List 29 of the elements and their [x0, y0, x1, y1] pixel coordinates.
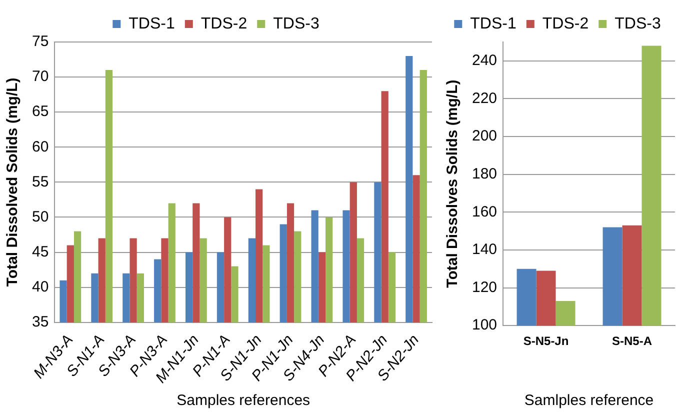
- legend-label: TDS-2: [200, 15, 248, 32]
- legend-label: TDS-2: [542, 15, 589, 32]
- y-tick-label: 160: [472, 203, 498, 220]
- y-tick-label: 140: [472, 241, 498, 258]
- y-tick-label: 120: [472, 278, 498, 296]
- y-tick-label: 100: [472, 316, 498, 334]
- y-tick-label: 35: [32, 314, 49, 331]
- x-axis-title: Samples references: [176, 392, 310, 410]
- y-tick-label: 50: [32, 208, 49, 226]
- y-tick-label: 55: [32, 173, 49, 190]
- y-tick-label: 240: [472, 52, 498, 70]
- y-tick-label: 180: [472, 165, 498, 182]
- y-tick-label: 45: [32, 243, 49, 260]
- y-tick-label: 60: [32, 138, 49, 156]
- y-tick-label: 75: [32, 33, 49, 50]
- y-axis-title: Total Dissolved Solids (mg/L): [4, 78, 22, 287]
- legend-label: TDS-3: [273, 15, 320, 32]
- legend-label: TDS-1: [470, 15, 516, 32]
- x-tick-label: S-N5-A: [612, 334, 652, 348]
- y-axis-title: Total Dissolves Solids (mg/L): [444, 80, 462, 288]
- y-tick-label: 65: [32, 103, 49, 120]
- x-axis-title: Samlples reference: [524, 392, 654, 410]
- y-tick-label: 70: [32, 68, 49, 86]
- y-tick-label: 200: [472, 128, 498, 145]
- x-tick-label: S-N5-Jn: [523, 334, 569, 348]
- y-tick-label: 40: [32, 278, 49, 296]
- legend-label: TDS-3: [614, 15, 661, 32]
- y-tick-label: 220: [472, 90, 498, 107]
- legend-label: TDS-1: [128, 15, 175, 32]
